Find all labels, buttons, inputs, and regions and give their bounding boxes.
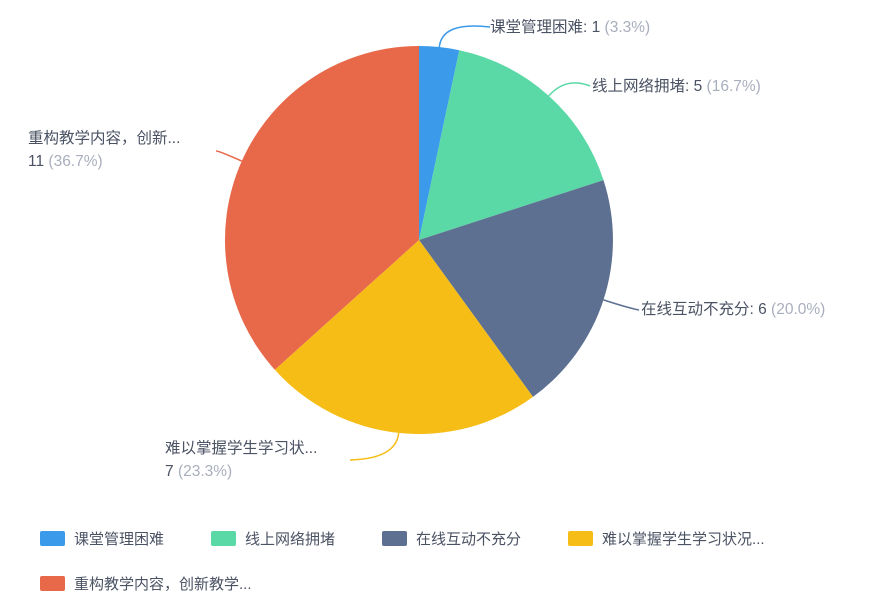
label-line-1 (548, 82, 591, 97)
legend-swatch-1 (211, 531, 237, 546)
label-line-2 (603, 299, 640, 311)
slice-label-percent: (16.7%) (706, 78, 761, 95)
legend-row-1: 课堂管理困难 线上网络拥堵 在线互动不充分 难以掌握学生学习状况... (40, 528, 765, 549)
label-line-4 (215, 150, 243, 162)
pie-slice-3[interactable] (274, 240, 533, 434)
pie-slice-0[interactable] (419, 45, 460, 241)
slice-label-percent: (20.0%) (771, 301, 826, 318)
slice-label-1: 线上网络拥堵: 5 (16.7%) (592, 75, 761, 98)
slice-label-percent: (36.7%) (48, 153, 103, 170)
slice-label-text: 课堂管理困难: 1 (3.3%) (490, 19, 651, 36)
slice-label-text: 重构教学内容，创新... (28, 130, 181, 147)
legend-label: 课堂管理困难 (74, 531, 165, 548)
legend-label: 在线互动不充分 (416, 531, 522, 548)
legend-item-0[interactable]: 课堂管理困难 (40, 528, 164, 549)
slice-label-text: 在线互动不充分: 6 (20.0%) (641, 301, 826, 318)
legend-label: 重构教学内容，创新教学... (74, 576, 252, 593)
legend-item-3[interactable]: 难以掌握学生学习状况... (568, 528, 765, 549)
legend-swatch-2 (382, 531, 408, 546)
label-line-0 (438, 25, 491, 48)
slice-label-4: 重构教学内容，创新... 11 (36.7%) (28, 127, 180, 173)
legend-item-4[interactable]: 重构教学内容，创新教学... (40, 573, 252, 594)
slice-label-percent: (23.3%) (177, 463, 233, 480)
slice-label-0: 课堂管理困难: 1 (3.3%) (490, 16, 650, 39)
legend-item-1[interactable]: 线上网络拥堵 (211, 528, 335, 549)
slice-label-2: 在线互动不充分: 6 (20.0%) (641, 298, 825, 321)
legend-swatch-4 (40, 576, 65, 591)
legend-item-2[interactable]: 在线互动不充分 (382, 528, 521, 549)
legend-swatch-0 (40, 531, 65, 546)
legend-label: 线上网络拥堵 (245, 531, 336, 548)
pie-slice-2[interactable] (419, 180, 613, 397)
label-line-3 (349, 432, 400, 461)
pie-slice-4[interactable] (224, 45, 419, 370)
slice-label-3: 难以掌握学生学习状... 7 (23.3%) (165, 437, 317, 483)
slice-label-percent: (3.3%) (604, 19, 651, 36)
legend: 课堂管理困难 线上网络拥堵 在线互动不充分 难以掌握学生学习状况... 重构教学内容，… (40, 528, 765, 594)
slice-label-text: 难以掌握学生学习状... (165, 440, 318, 457)
pie-slice-1[interactable] (419, 50, 604, 241)
slice-label-value: 7 (23.3%) (165, 463, 233, 480)
legend-swatch-3 (568, 531, 594, 546)
legend-row-2: 重构教学内容，创新教学... (40, 573, 765, 594)
slice-label-text: 线上网络拥堵: 5 (16.7%) (592, 78, 761, 95)
legend-label: 难以掌握学生学习状况... (602, 531, 765, 548)
slice-label-value: 11 (36.7%) (28, 153, 103, 170)
